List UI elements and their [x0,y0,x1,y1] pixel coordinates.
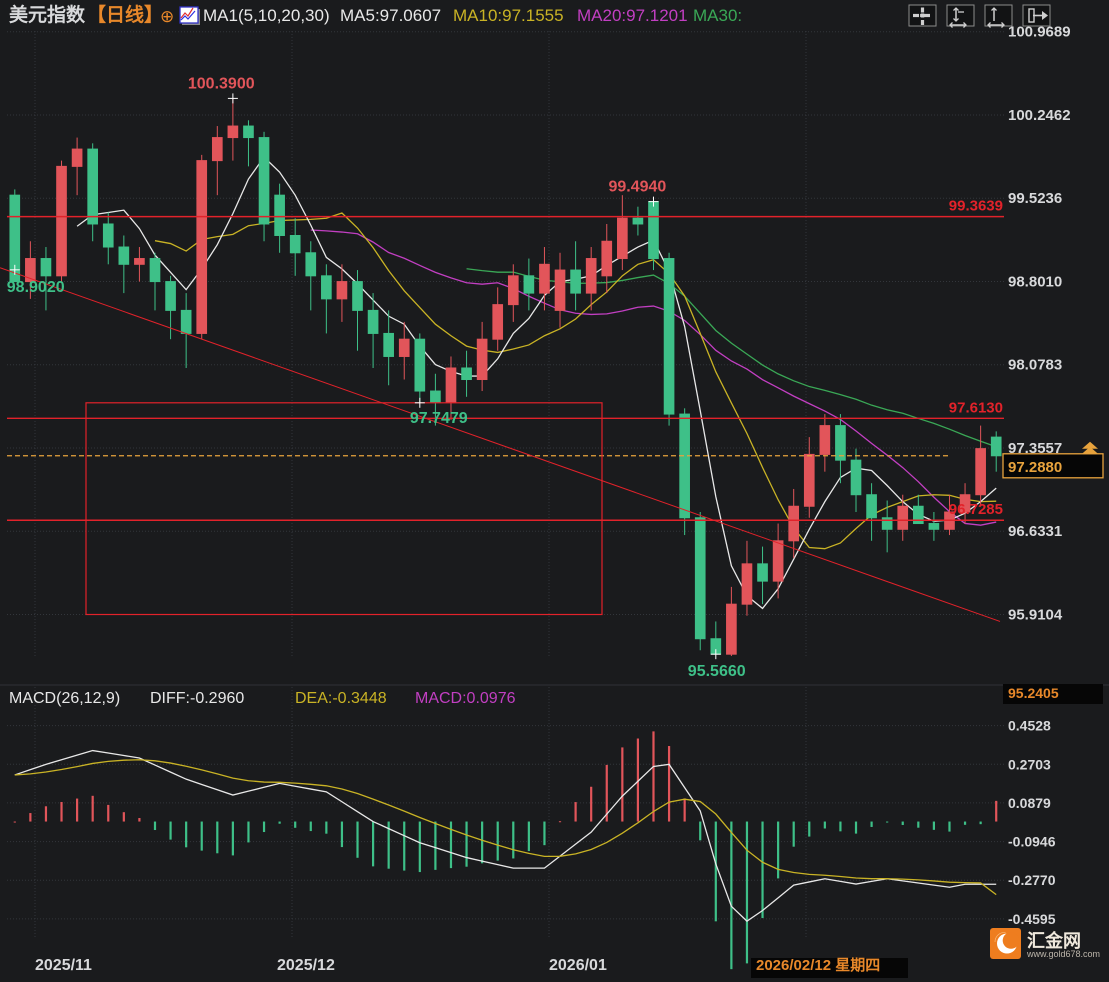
svg-text:97.7479: 97.7479 [410,410,468,427]
svg-text:DIFF:-0.2960: DIFF:-0.2960 [150,690,244,707]
svg-text:2025/11: 2025/11 [35,957,92,974]
svg-text:【日线】: 【日线】 [87,3,163,26]
svg-text:95.5660: 95.5660 [688,663,746,680]
svg-text:MA10:97.1555: MA10:97.1555 [453,6,564,25]
svg-text:-0.2770: -0.2770 [1008,872,1056,888]
svg-text:97.2880: 97.2880 [1008,459,1062,476]
svg-text:0.2703: 0.2703 [1008,756,1051,772]
svg-text:99.3639: 99.3639 [949,198,1003,215]
svg-text:MACD:0.0976: MACD:0.0976 [415,690,516,707]
svg-text:美元指数: 美元指数 [9,3,86,26]
svg-text:MA5:97.0607: MA5:97.0607 [340,6,441,25]
svg-text:⊕: ⊕ [160,7,174,26]
svg-text:-0.4595: -0.4595 [1008,911,1056,927]
svg-text:MA20:97.1201: MA20:97.1201 [577,6,688,25]
svg-text:汇金网: 汇金网 [1027,930,1081,951]
svg-text:MACD(26,12,9): MACD(26,12,9) [9,690,120,707]
svg-text:99.5236: 99.5236 [1008,190,1062,207]
svg-text:95.9104: 95.9104 [1008,607,1063,624]
svg-text:98.9020: 98.9020 [7,279,65,296]
svg-text:MA30:: MA30: [693,6,742,25]
svg-text:0.4528: 0.4528 [1008,718,1051,734]
svg-text:97.6130: 97.6130 [949,399,1003,416]
svg-text:2025/12: 2025/12 [277,957,335,974]
svg-text:96.7285: 96.7285 [949,501,1003,518]
svg-text:2026/01: 2026/01 [549,957,607,974]
svg-text:96.6331: 96.6331 [1008,523,1062,540]
svg-text:-0.0946: -0.0946 [1008,834,1056,850]
svg-text:2026/02/12 星期四: 2026/02/12 星期四 [756,956,880,974]
svg-text:95.2405: 95.2405 [1008,685,1059,701]
svg-text:100.2462: 100.2462 [1008,107,1071,124]
svg-text:www.gold678.com: www.gold678.com [1026,949,1100,959]
svg-text:99.4940: 99.4940 [608,179,666,196]
svg-text:0.0879: 0.0879 [1008,795,1051,811]
svg-text:98.0783: 98.0783 [1008,357,1062,374]
svg-text:100.3900: 100.3900 [188,75,255,92]
svg-text:MA1(5,10,20,30): MA1(5,10,20,30) [203,6,330,25]
svg-text:DEA:-0.3448: DEA:-0.3448 [295,690,387,707]
svg-text:98.8010: 98.8010 [1008,274,1062,291]
